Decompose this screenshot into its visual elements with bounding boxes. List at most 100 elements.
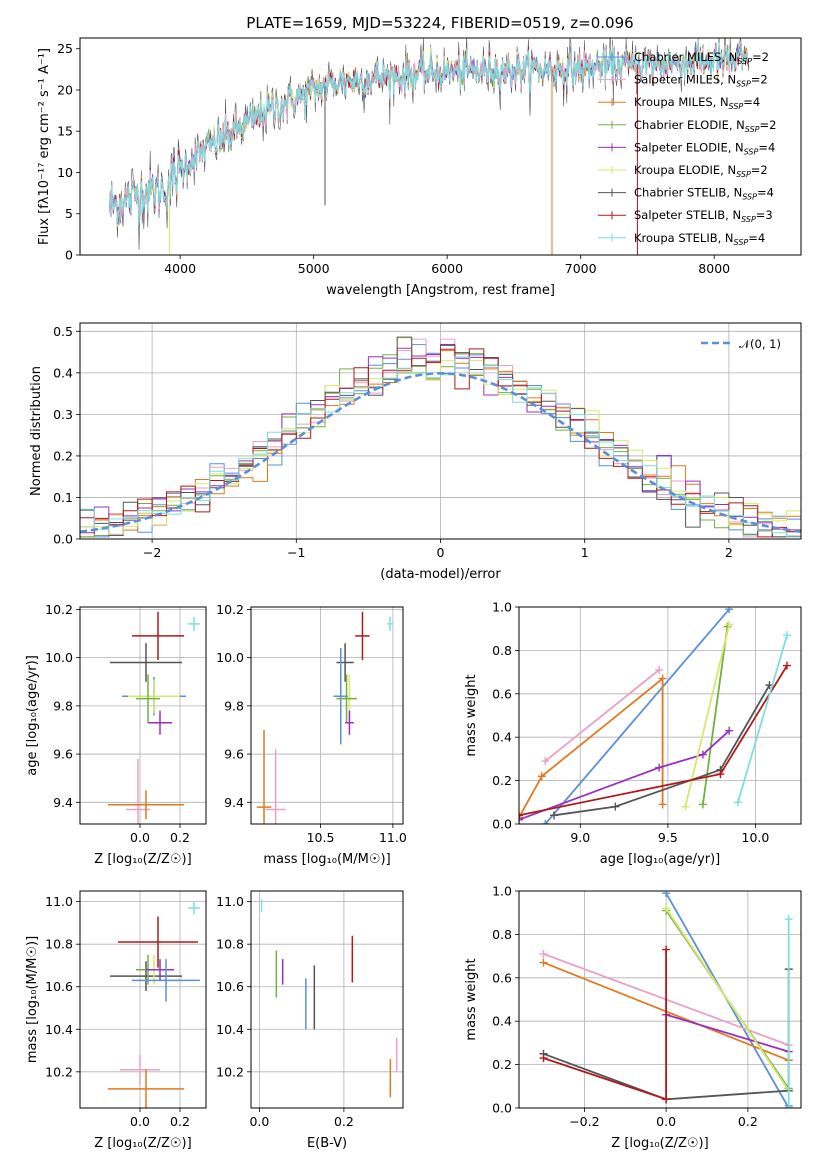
legend-label: Salpeter ELODIE, NSSP=4	[634, 140, 775, 156]
plot-area	[108, 611, 200, 824]
weight-point-marker	[725, 726, 734, 735]
y-tick-label: 9.6	[224, 747, 244, 762]
weight-point-marker	[698, 800, 707, 809]
legend-label: Chabrier MILES, NSSP=2	[634, 50, 769, 66]
y-tick-label: 11.0	[45, 894, 73, 909]
weight-series-line	[665, 907, 790, 1092]
y-tick-label: 10.0	[45, 650, 73, 665]
legend-label: Salpeter STELIB, NSSP=3	[634, 208, 773, 224]
weight-point-marker	[662, 1095, 671, 1104]
y-tick-label: 0.6	[492, 686, 512, 701]
x-tick-label: 9.0	[570, 830, 590, 845]
weight-point-marker	[782, 661, 791, 670]
weight-point-marker	[658, 800, 667, 809]
x-tick-label: 10.5	[307, 830, 335, 845]
axes-frame	[79, 890, 207, 1109]
x-tick-label: 2	[725, 545, 733, 560]
y-tick-label: 25	[57, 41, 73, 56]
weight-point-marker	[658, 674, 667, 683]
weight-series-line	[737, 634, 788, 803]
x-tick-label: −2	[143, 545, 161, 560]
x-tick-label: 0.0	[249, 1114, 269, 1129]
y-tick-label: 10.8	[45, 937, 73, 952]
weight-series-line	[544, 608, 730, 824]
weight-series-line	[544, 669, 660, 762]
x-axis-label: (data-model)/error	[380, 567, 501, 582]
axes-frame	[79, 322, 802, 540]
weight-series-line	[684, 624, 731, 807]
panel-weight_vs_Z: −0.2 0.0 0.2 0.0 0.2 0.4 0.6 0.8 1.0 Z [log₁₀(Z/Z…	[464, 884, 802, 1151]
x-tick-label: 0	[437, 545, 445, 560]
x-tick-label: −0.2	[569, 1114, 599, 1129]
y-tick-label: 1.0	[492, 600, 512, 615]
x-axis-label: wavelength [Angstrom, rest frame]	[326, 283, 555, 298]
x-tick-label: −1	[287, 545, 305, 560]
y-axis-label: Flux [fλ10⁻¹⁷ erg cm⁻² s⁻¹ A⁻¹]	[37, 48, 52, 245]
y-tick-label: 0.6	[492, 970, 512, 985]
plot-area	[108, 901, 200, 1108]
y-tick-label: 0.0	[492, 817, 512, 832]
axes-frame	[518, 890, 802, 1109]
x-tick-label: 0.0	[656, 1114, 676, 1129]
x-tick-label: 7000	[565, 261, 597, 276]
y-axis-label: mass weight	[464, 674, 479, 756]
histogram-series	[80, 356, 801, 538]
x-tick-label: 5000	[298, 261, 330, 276]
y-axis-label: age [log₁₀(age/yr)]	[25, 655, 40, 776]
plot-area	[80, 336, 801, 538]
weight-point-marker	[541, 757, 550, 766]
spectrum-legend: Chabrier MILES, NSSP=2 Salpeter MILES, NS…	[598, 50, 776, 247]
x-tick-label: 4000	[164, 261, 196, 276]
y-tick-label: 10.0	[216, 650, 244, 665]
axes-frame	[518, 606, 802, 825]
y-tick-label: 0.4	[492, 1014, 512, 1029]
weight-point-marker	[541, 820, 550, 824]
y-tick-label: 9.6	[53, 747, 73, 762]
y-tick-label: 0.2	[492, 773, 512, 788]
y-tick-label: 0.0	[492, 1101, 512, 1116]
y-tick-label: 9.8	[224, 698, 244, 713]
x-tick-label: 10.0	[742, 830, 770, 845]
y-tick-label: 10.2	[45, 602, 73, 617]
legend-label: Chabrier STELIB, NSSP=4	[634, 186, 774, 202]
y-tick-label: 0.1	[53, 490, 73, 505]
y-tick-label: 10.2	[45, 1064, 73, 1079]
x-tick-label: 0.0	[130, 830, 150, 845]
weight-point-marker	[716, 770, 725, 779]
y-tick-label: 10	[57, 165, 73, 180]
weight-point-marker	[725, 607, 734, 614]
panel-weight_vs_age: 9.0 9.5 10.0 0.0 0.2 0.4 0.6 0.8 1.0 age [log₁₀(a…	[464, 600, 802, 867]
x-axis-label: Z [log₁₀(Z/Z☉)]	[611, 1136, 708, 1151]
x-tick-label: 6000	[431, 261, 463, 276]
axes-frame	[250, 890, 404, 1109]
panel-age_vs_Z: 0.0 0.2 9.4 9.6 9.8 10.0 10.2 Z [log₁₀(Z/Z☉)] ag…	[25, 602, 207, 867]
figure-title: PLATE=1659, MJD=53224, FIBERID=0519, z=0…	[246, 14, 633, 32]
legend-label: 𝒩(0, 1)	[739, 337, 781, 351]
weight-point-marker	[539, 1054, 548, 1063]
y-axis-label: Normed distribution	[29, 366, 44, 496]
weight-point-marker	[698, 750, 707, 759]
legend-label: Kroupa ELODIE, NSSP=2	[634, 163, 768, 179]
panel-spectrum: 4000 5000 6000 7000 8000 0 5 10 15 20 25 wavelength…	[37, 37, 802, 298]
weight-point-marker	[784, 1104, 793, 1108]
weight-point-marker	[655, 763, 664, 772]
x-axis-label: E(B-V)	[307, 1136, 347, 1151]
panel-mass_vs_Z: 0.0 0.2 10.2 10.4 10.6 10.8 11.0 Z [log₁₀(Z/Z☉)…	[25, 890, 207, 1151]
legend-label: Salpeter MILES, NSSP=2	[634, 73, 768, 89]
y-tick-label: 0.5	[53, 324, 73, 339]
y-tick-label: 10.2	[216, 602, 244, 617]
x-tick-label: 0.2	[334, 1114, 354, 1129]
y-tick-label: 0.8	[492, 643, 512, 658]
panel-mass_vs_EBV: 0.0 0.2 10.2 10.4 10.6 10.8 11.0 E(B-V)	[216, 890, 404, 1151]
weight-point-marker	[681, 802, 690, 811]
y-tick-label: 10.8	[216, 937, 244, 952]
axes-frame	[79, 606, 207, 825]
weight-point-marker	[537, 772, 546, 781]
y-tick-label: 20	[57, 82, 73, 97]
spectrum-line	[108, 39, 749, 225]
weight-series-line	[665, 1013, 789, 1053]
weight-point-marker	[662, 904, 671, 913]
legend-label: Kroupa MILES, NSSP=4	[634, 95, 760, 111]
weight-point-marker	[782, 631, 791, 640]
